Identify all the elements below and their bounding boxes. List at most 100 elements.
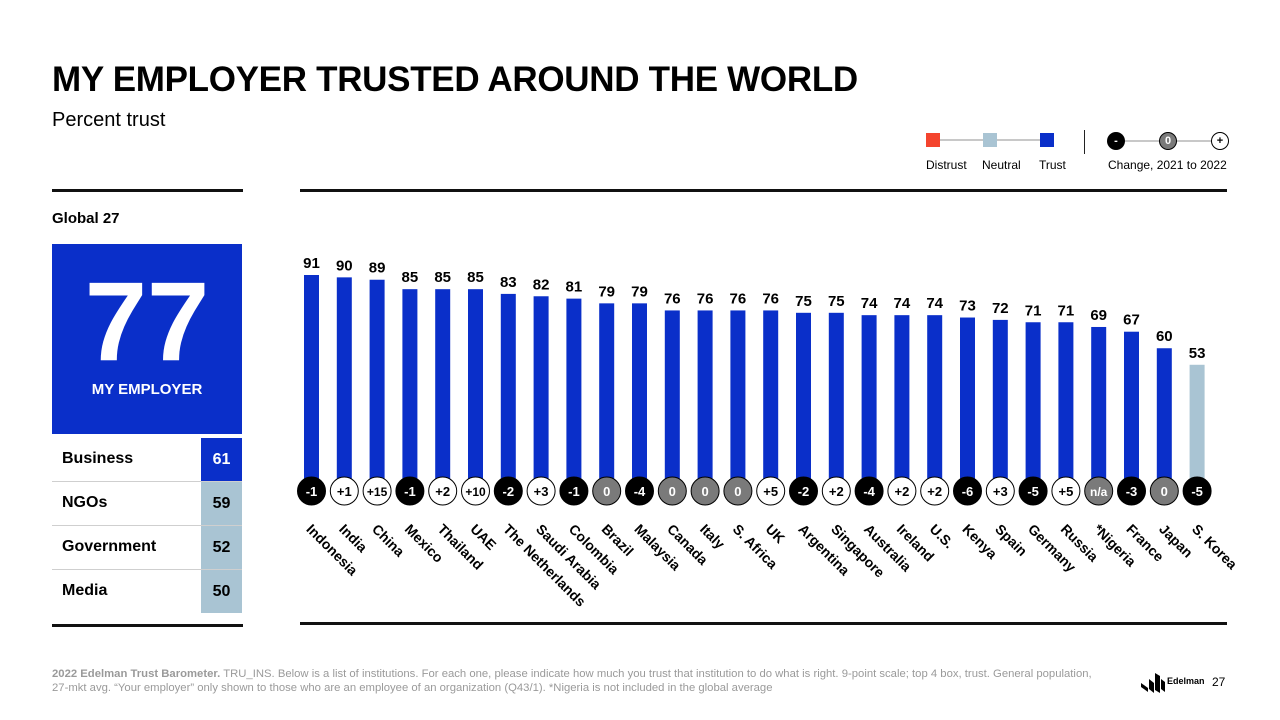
bar <box>599 303 615 490</box>
legend-swatch-distrust <box>926 133 940 147</box>
change-circle <box>297 476 326 506</box>
change-positive-icon: + <box>1211 132 1229 150</box>
institution-name: Business <box>62 450 134 467</box>
change-value-label: -5 <box>1027 484 1039 499</box>
bar <box>960 317 975 490</box>
bar-value-label: 73 <box>959 298 976 315</box>
change-circle <box>1051 476 1081 506</box>
change-circle <box>1117 476 1146 506</box>
bar <box>1156 348 1172 490</box>
change-value-label: -4 <box>863 484 875 499</box>
bar-value-label: 74 <box>926 295 943 312</box>
bar-value-label: 74 <box>861 295 878 312</box>
institution-value: 61 <box>201 438 242 481</box>
left-top-rule <box>52 189 243 192</box>
change-circle <box>723 476 753 506</box>
legend-swatch-neutral <box>983 133 997 147</box>
change-circle <box>1018 476 1048 506</box>
change-circle <box>559 476 589 506</box>
page-subtitle: Percent trust <box>52 109 166 131</box>
bar <box>533 296 549 490</box>
bar <box>369 279 385 490</box>
change-legend-label: Change, 2021 to 2022 <box>1108 158 1227 172</box>
institution-value: 59 <box>201 482 242 525</box>
change-value-label: +5 <box>763 484 778 499</box>
bar <box>468 289 483 490</box>
institution-row-government: Government 52 <box>52 526 242 570</box>
change-circle <box>1182 476 1212 506</box>
category-label: UK <box>763 521 789 547</box>
country-trust-bar-chart: 91-1Indonesia90+1India89+15China85-1Mexi… <box>297 255 1241 610</box>
bar-value-label: 76 <box>762 290 779 307</box>
bar-value-label: 76 <box>664 290 681 307</box>
bar-value-label: 85 <box>467 269 484 286</box>
change-value-label: -3 <box>1126 484 1138 499</box>
legend: Distrust Neutral Trust - 0 + Change, 202… <box>924 130 1244 175</box>
change-circle <box>920 476 950 506</box>
bar-value-label: 53 <box>1189 345 1206 362</box>
change-circle <box>657 476 687 506</box>
change-value-label: +2 <box>435 484 450 499</box>
bar <box>664 310 680 490</box>
change-value-label: -1 <box>568 484 580 499</box>
change-value-label: -1 <box>404 484 416 499</box>
edelman-logo-text: Edelman <box>1167 676 1205 686</box>
change-value-label: 0 <box>669 484 676 499</box>
change-zero-icon: 0 <box>1159 132 1177 150</box>
change-value-label: +2 <box>894 484 909 499</box>
bar <box>632 303 647 490</box>
institution-row-media: Media 50 <box>52 570 242 614</box>
bar <box>861 315 877 490</box>
edelman-logo: Edelman <box>1140 670 1210 694</box>
bar <box>763 310 779 490</box>
change-circle <box>395 476 425 506</box>
change-circle <box>953 476 982 506</box>
change-circle <box>461 476 490 506</box>
global-score-box: 77 MY EMPLOYER <box>52 244 242 434</box>
bar <box>697 310 713 490</box>
change-value-label: -1 <box>306 484 318 499</box>
institution-name: NGOs <box>62 494 108 511</box>
bar <box>402 289 418 490</box>
change-circle <box>821 476 851 506</box>
category-label: S. Korea <box>1189 521 1241 573</box>
change-value-label: 0 <box>1161 484 1168 499</box>
institution-row-business: Business 61 <box>52 438 242 482</box>
bar <box>1091 326 1107 490</box>
change-circle <box>428 476 458 506</box>
bar-value-label: 75 <box>795 293 812 310</box>
change-value-label: -2 <box>798 484 810 499</box>
change-value-label: +2 <box>829 484 844 499</box>
bar <box>1189 364 1205 490</box>
legend-label-distrust: Distrust <box>926 158 967 172</box>
bar-value-label: 82 <box>533 276 550 293</box>
change-circle <box>526 476 556 506</box>
institution-name: Media <box>62 582 108 599</box>
bar-value-label: 60 <box>1156 328 1173 345</box>
chart-top-rule <box>300 189 1227 192</box>
institution-value: 50 <box>201 570 242 613</box>
footnote: 2022 Edelman Trust Barometer. TRU_INS. B… <box>52 667 1102 695</box>
change-circle <box>985 476 1015 506</box>
bar <box>336 277 352 490</box>
bar-value-label: 71 <box>1025 302 1042 319</box>
category-label: Kenya <box>959 521 1000 562</box>
change-value-label: +3 <box>993 484 1008 499</box>
bar-value-label: 90 <box>336 257 353 274</box>
bar-value-label: 69 <box>1090 307 1107 324</box>
bar-value-label: 67 <box>1123 312 1140 329</box>
bar <box>730 310 746 490</box>
bar-value-label: 71 <box>1058 302 1075 319</box>
bar <box>1124 331 1139 490</box>
bar-value-label: 83 <box>500 274 517 291</box>
change-negative-icon: - <box>1107 132 1125 150</box>
bar-value-label: 85 <box>402 269 419 286</box>
change-circle <box>592 476 622 506</box>
bar-value-label: 89 <box>369 260 386 277</box>
legend-separator <box>1084 130 1085 154</box>
change-value-label: +1 <box>337 484 352 499</box>
change-value-label: +10 <box>465 485 486 499</box>
change-value-label: 0 <box>603 484 610 499</box>
bar <box>894 315 910 490</box>
bar-value-label: 76 <box>697 290 714 307</box>
